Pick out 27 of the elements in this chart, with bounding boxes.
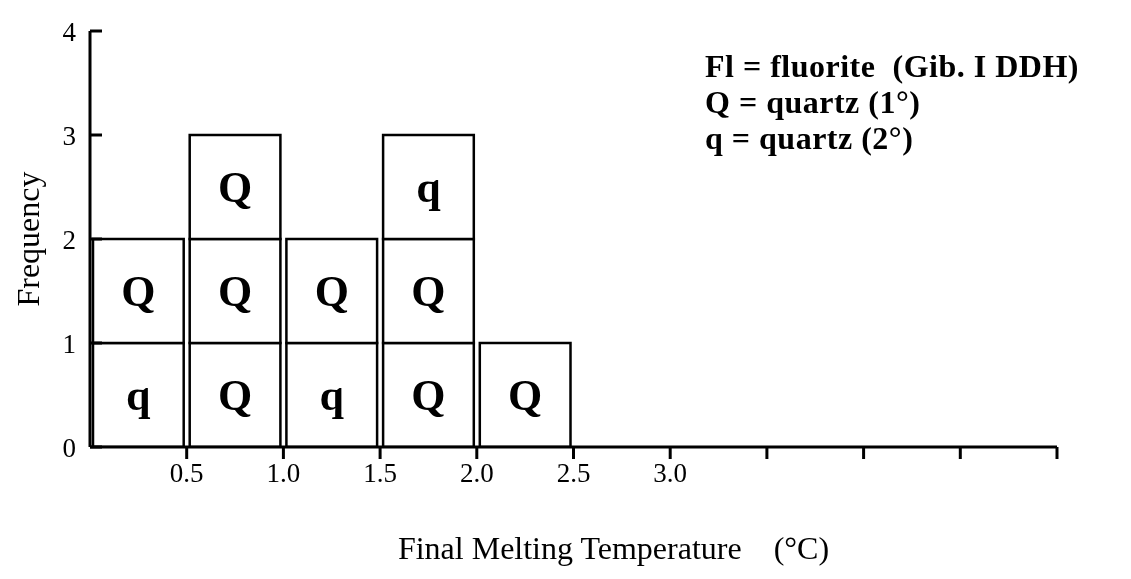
x-tick-label: 2.0 [459, 458, 494, 489]
y-tick-label: 0 [62, 432, 76, 463]
x-tick-label: 0.5 [169, 458, 204, 489]
x-axis-title: Final Melting Temperature (°C) [397, 530, 830, 566]
data-label: Q [121, 266, 156, 316]
annotation: Q = quartz (1°) [705, 84, 922, 120]
x-tick-label: 2.5 [556, 458, 591, 489]
y-tick-label: 1 [62, 328, 76, 359]
data-label: Q [217, 370, 253, 420]
data-label: q [416, 162, 442, 212]
x-tick-label: 1.0 [266, 458, 301, 489]
y-tick-label: 3 [62, 120, 76, 151]
y-tick-label: 2 [62, 224, 76, 255]
data-label: Q [411, 370, 446, 420]
data-label: q [126, 370, 152, 420]
data-label: Q [508, 370, 543, 420]
x-tick-label: 3.0 [653, 458, 688, 489]
annotation: Fl = fluorite (Gib. I DDH) [705, 48, 1079, 84]
data-label: Q [411, 266, 446, 316]
x-tick-label: 1.5 [363, 458, 397, 489]
annotation: q = quartz (2°) [705, 120, 915, 156]
y-axis-title: Frequency [10, 171, 46, 307]
y-tick-label: 4 [62, 16, 77, 47]
data-label: Q [217, 162, 253, 212]
data-label: Q [217, 266, 253, 316]
data-label: q [319, 370, 345, 420]
data-label: Q [314, 266, 349, 316]
